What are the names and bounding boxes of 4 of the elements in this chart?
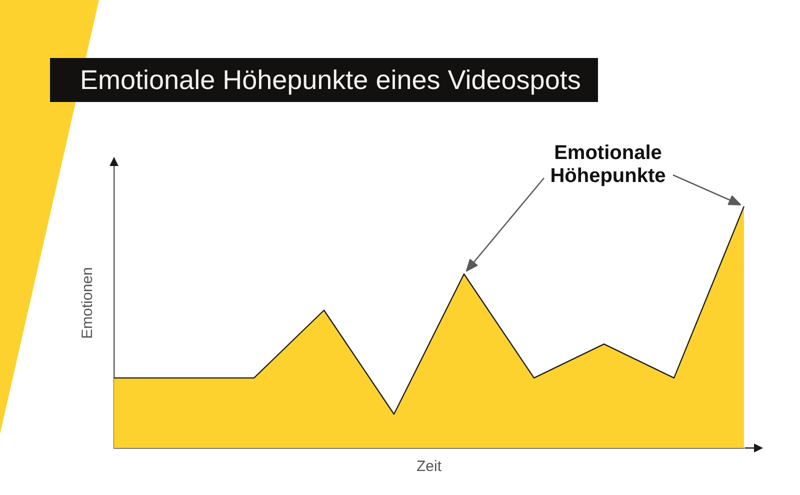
x-axis-title: Zeit (416, 458, 442, 476)
chart-title: Emotionale Höhepunkte eines Videospots (50, 58, 598, 102)
y-axis-title: Emotionen (79, 267, 96, 339)
text: Emotionale Höhepunkte (549, 142, 667, 188)
